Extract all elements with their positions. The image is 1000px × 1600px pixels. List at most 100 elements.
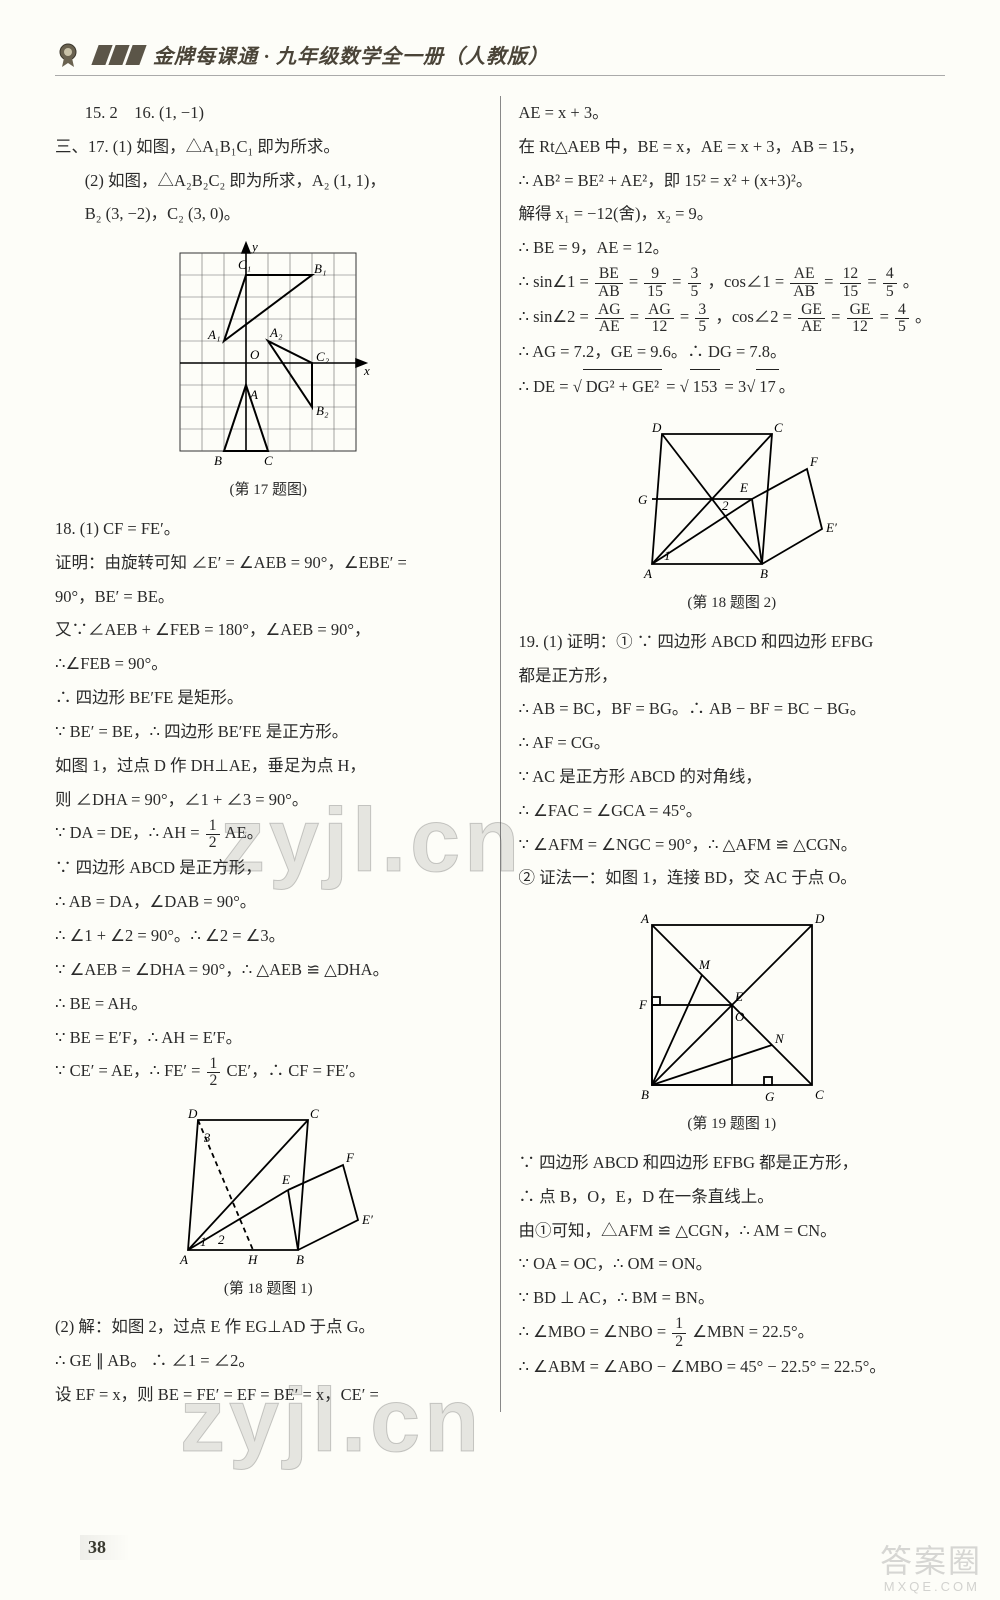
frac-half: 12 [206,818,220,852]
svg-text:M: M [698,957,711,972]
line: 由①可知，△AFM ≌ △CGN，∴ AM = CN。 [519,1214,946,1248]
svg-text:C₂: C₂ [316,349,330,364]
line: ② 证法一：如图 1，连接 BD，交 AC 于点 O。 [519,861,946,895]
content-columns: 15. 2 16. (1, −1) 三、17. (1) 如图，△A₁B₁C₁ 即… [55,96,945,1412]
svg-text:B: B [214,453,222,468]
svg-text:1: 1 [664,548,671,563]
figure-19-1-svg: A B C D E F G M N O [617,905,847,1105]
svg-text:E: E [734,989,743,1004]
svg-text:D: D [187,1106,198,1121]
svg-text:x: x [363,363,370,378]
line: ∴ AB² = BE² + AE²，即 15² = x² + (x+3)²。 [519,164,946,198]
svg-text:2: 2 [722,498,729,513]
line: 15. 2 16. (1, −1) [55,96,482,130]
svg-text:B: B [760,566,768,581]
line: B₂ (3, −2)，C₂ (3, 0)。 [55,197,482,231]
line: 解得 x₁ = −12(舍)，x₂ = 9。 [519,197,946,231]
svg-text:y: y [250,241,258,254]
line: 三、17. (1) 如图，△A₁B₁C₁ 即为所求。 [55,130,482,164]
svg-text:C₁: C₁ [238,257,251,272]
corner-watermark-sub: MXQE.COM [884,1579,980,1594]
line: 又∵∠AEB + ∠FEB = 180°，∠AEB = 90°， [55,613,482,647]
svg-text:C: C [310,1106,319,1121]
line: ∵ ∠AFM = ∠NGC = 90°，∴ △AFM ≌ △CGN。 [519,828,946,862]
svg-text:C: C [815,1087,824,1102]
svg-text:1: 1 [200,1234,207,1249]
svg-text:H: H [247,1252,258,1267]
line: ∴ ∠FAC = ∠GCA = 45°。 [519,794,946,828]
line: ∴ 四边形 BE′FE 是矩形。 [55,681,482,715]
line: ∴ AB = DA，∠DAB = 90°。 [55,885,482,919]
line: ∵ OA = OC，∴ OM = ON。 [519,1247,946,1281]
svg-text:A: A [179,1252,188,1267]
svg-text:E: E [739,480,748,495]
svg-text:B: B [641,1087,649,1102]
figure-19-1-caption: (第 19 题图 1) [687,1109,776,1140]
line: ∵ CE′ = AE，∴ FE′ = 12 CE′，∴ CF = FE′。 [55,1054,482,1089]
svg-text:A₂: A₂ [269,325,283,340]
figure-18-1-caption: (第 18 题图 1) [224,1274,313,1305]
svg-text:E′: E′ [825,520,837,535]
line: ∵ AC 是正方形 ABCD 的对角线， [519,760,946,794]
line: ∴ 点 B，O，E，D 在一条直线上。 [519,1180,946,1214]
svg-text:O: O [250,347,260,362]
corner-watermark: 答案圈 [880,1536,982,1582]
line: (2) 解：如图 2，过点 E 作 EG⊥AD 于点 G。 [55,1310,482,1344]
line: ∴ ∠ABM = ∠ABO − ∠MBO = 45° − 22.5° = 22.… [519,1350,946,1384]
svg-text:F: F [638,997,648,1012]
stripe-icon [91,45,146,65]
line: ∵ 四边形 ABCD 和四边形 EFBG 都是正方形， [519,1146,946,1180]
line: 如图 1，过点 D 作 DH⊥AE，垂足为点 H， [55,749,482,783]
svg-text:G: G [765,1089,775,1104]
line: (2) 如图，△A₂B₂C₂ 即为所求，A₂ (1, 1)， [55,164,482,198]
figure-17: y x O A B C A₁ B₁ C₁ A₂ B₂ C₂ (第 17 题图) [55,241,482,506]
svg-text:A: A [640,911,649,926]
line: ∵ BE′ = BE，∴ 四边形 BE′FE 是正方形。 [55,715,482,749]
svg-text:A: A [643,566,652,581]
line: ∴ sin∠2 = AGAE = AG12 = 35 ，cos∠2 = GEAE… [519,300,946,335]
line: AE = x + 3。 [519,96,946,130]
figure-18-2-caption: (第 18 题图 2) [687,588,776,619]
line: 19. (1) 证明：① ∵ 四边形 ABCD 和四边形 EFBG [519,625,946,659]
figure-17-svg: y x O A B C A₁ B₁ C₁ A₂ B₂ C₂ [158,241,378,471]
line: ∵ BD ⊥ AC，∴ BM = BN。 [519,1281,946,1315]
line: ∴ BE = 9，AE = 12。 [519,231,946,265]
page-number: 38 [80,1535,130,1560]
figure-18-1: A B C D E E′ F H 1 2 3 (第 18 题图 1) [55,1100,482,1305]
line: 证明：由旋转可知 ∠E′ = ∠AEB = 90°，∠EBE′ = [55,546,482,580]
svg-text:3: 3 [203,1130,211,1145]
line: ∴ DE = √DG² + GE² = √153 = 3√17。 [519,369,946,404]
header-title: 金牌每课通 · 九年级数学全一册（人教版） [153,40,549,69]
line: ∴ AB = BC，BF = BG。∴ AB − BF = BC − BG。 [519,692,946,726]
svg-text:C: C [264,453,273,468]
line: ∴ AF = CG。 [519,726,946,760]
right-column: AE = x + 3。 在 Rt△AEB 中，BE = x，AE = x + 3… [519,96,946,1412]
svg-text:C: C [774,420,783,435]
line: 18. (1) CF = FE′。 [55,512,482,546]
page-header: 金牌每课通 · 九年级数学全一册（人教版） [55,40,945,76]
line: ∵ 四边形 ABCD 是正方形， [55,851,482,885]
line: 90°，BE′ = BE。 [55,580,482,614]
figure-18-1-svg: A B C D E E′ F H 1 2 3 [158,1100,378,1270]
frac-half: 12 [207,1056,221,1090]
svg-text:D: D [651,420,662,435]
left-column: 15. 2 16. (1, −1) 三、17. (1) 如图，△A₁B₁C₁ 即… [55,96,482,1412]
ribbon-icon [55,42,81,68]
column-divider [500,96,501,1412]
figure-19-1: A B C D E F G M N O (第 19 题图 1) [519,905,946,1140]
line: ∴ ∠MBO = ∠NBO = 12 ∠MBN = 22.5°。 [519,1315,946,1350]
svg-text:O: O [735,1009,745,1024]
line: ∴ sin∠1 = BEAB = 915 = 35 ，cos∠1 = AEAB … [519,265,946,300]
line: 设 EF = x，则 BE = FE′ = EF = BE′ = x，CE′ = [55,1378,482,1412]
svg-text:B₂: B₂ [316,403,329,418]
svg-text:G: G [638,492,648,507]
line: ∴ AG = 7.2，GE = 9.6。∴ DG = 7.8。 [519,335,946,369]
line: 都是正方形， [519,659,946,693]
svg-text:E′: E′ [361,1212,373,1227]
line: ∴ ∠1 + ∠2 = 90°。∴ ∠2 = ∠3。 [55,919,482,953]
line: ∴ GE ∥ AB。 ∴ ∠1 = ∠2。 [55,1344,482,1378]
figure-18-2: A B C D E E′ F G 1 2 (第 18 题图 2) [519,414,946,619]
line: 则 ∠DHA = 90°，∠1 + ∠3 = 90°。 [55,783,482,817]
svg-text:E: E [281,1172,290,1187]
svg-text:A: A [249,387,258,402]
